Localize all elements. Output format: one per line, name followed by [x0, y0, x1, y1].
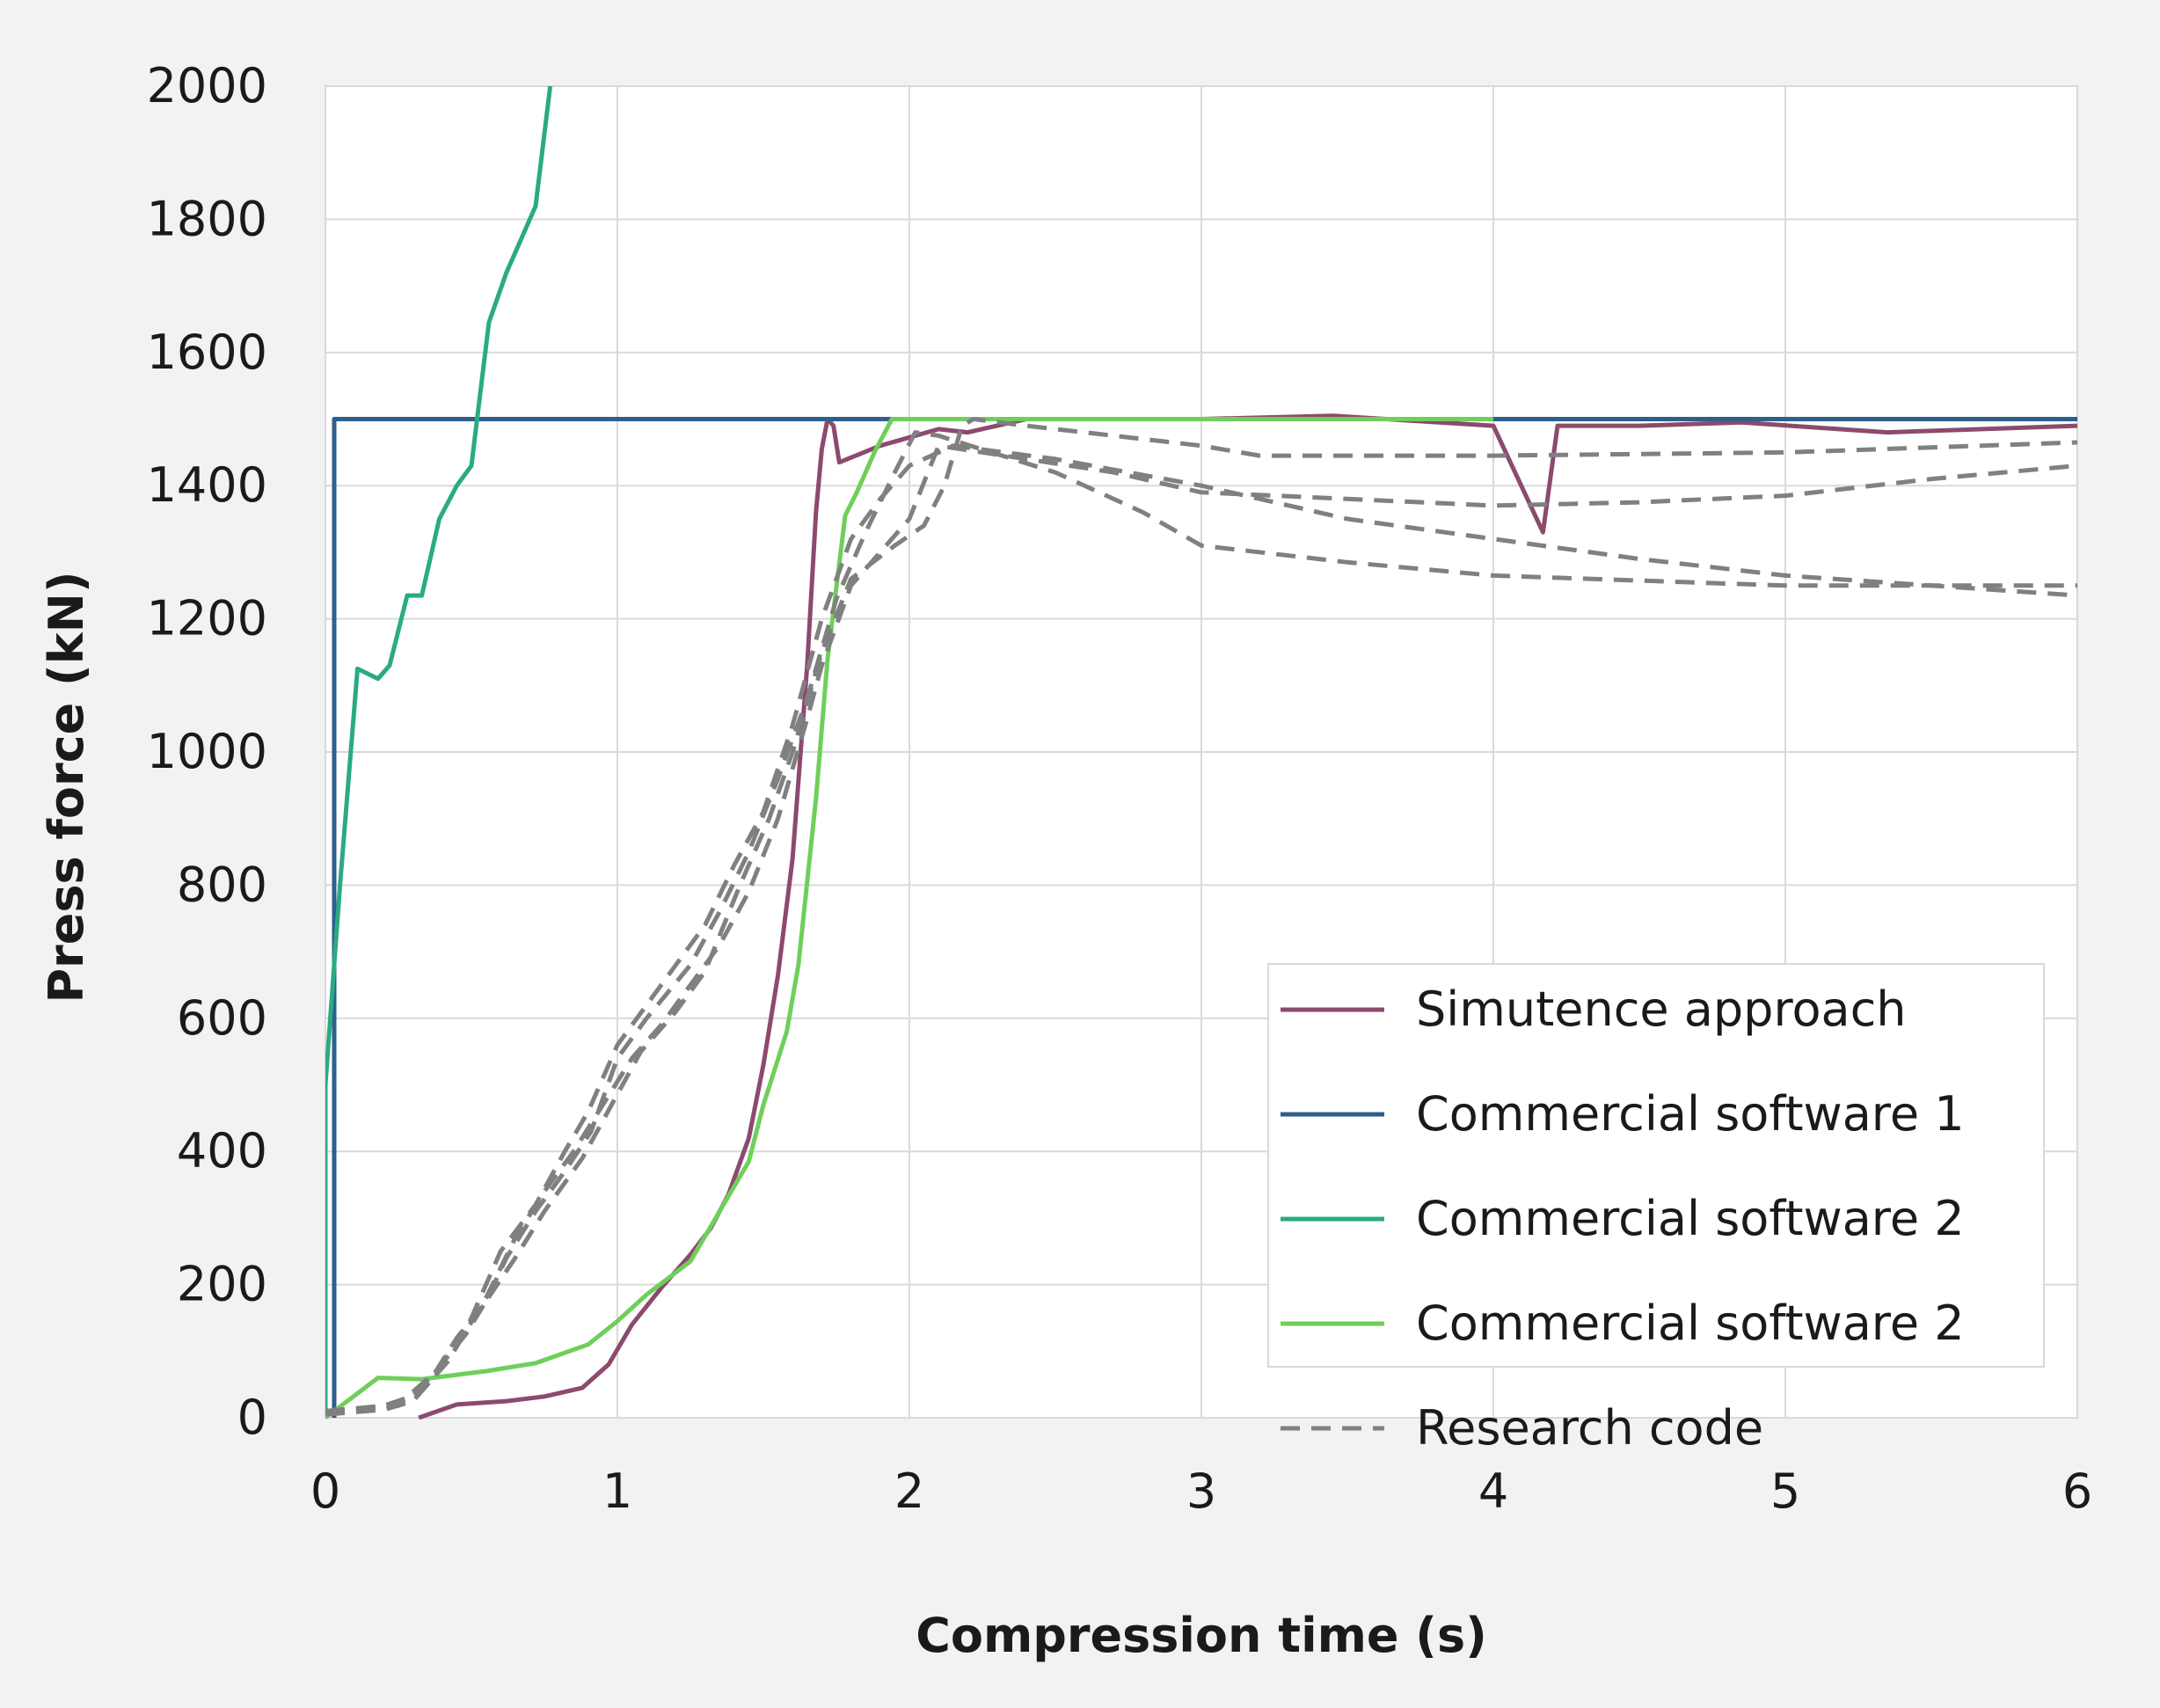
y-tick-label: 1400	[147, 457, 267, 513]
legend-label: Simutence approach	[1416, 982, 1907, 1037]
x-tick-label: 3	[1186, 1463, 1216, 1519]
legend-label: Commercial software 1	[1416, 1086, 1965, 1142]
series-line-0	[418, 413, 2077, 1420]
y-tick-label: 0	[237, 1390, 267, 1445]
x-axis-title: Compression time (s)	[916, 1608, 1487, 1663]
y-tick-label: 1200	[147, 591, 267, 646]
y-tick-label: 2000	[147, 58, 267, 113]
y-tick-label: 800	[177, 857, 267, 912]
legend-label: Research code	[1416, 1400, 1763, 1456]
x-tick-label: 5	[1770, 1463, 1800, 1519]
series-line-6	[325, 443, 2077, 1417]
series-line-1	[332, 417, 2077, 1418]
series-line-5	[325, 443, 2077, 1413]
series-line-7	[325, 417, 2077, 1415]
series-line-3	[325, 417, 1493, 1420]
x-tick-label: 6	[2062, 1463, 2092, 1519]
y-tick-label: 400	[177, 1123, 267, 1179]
legend-box	[1267, 963, 2045, 1368]
y-tick-label: 1800	[147, 191, 267, 246]
series-line-2	[325, 85, 553, 1418]
x-tick-label: 0	[310, 1463, 340, 1519]
legend-label: Commercial software 2	[1416, 1191, 1965, 1246]
y-tick-labels: 0 200 400 600 800 1000 1200 1400 1600 1800 2000	[147, 58, 267, 1445]
x-tick-label: 4	[1478, 1463, 1508, 1519]
y-axis-title: Press force (kN)	[39, 571, 94, 1003]
legend-label: Commercial software 2	[1416, 1296, 1965, 1351]
y-tick-label: 600	[177, 990, 267, 1046]
y-tick-label: 1000	[147, 724, 267, 779]
x-tick-labels: 0 1 2 3 4 5 6	[310, 1463, 2092, 1519]
series-lines	[325, 85, 2077, 1420]
x-tick-label: 2	[894, 1463, 924, 1519]
y-tick-label: 1600	[147, 325, 267, 380]
legend: Simutence approach Commercial software 1 C…	[1267, 963, 2045, 1456]
y-tick-label: 200	[177, 1257, 267, 1312]
x-tick-label: 1	[602, 1463, 632, 1519]
